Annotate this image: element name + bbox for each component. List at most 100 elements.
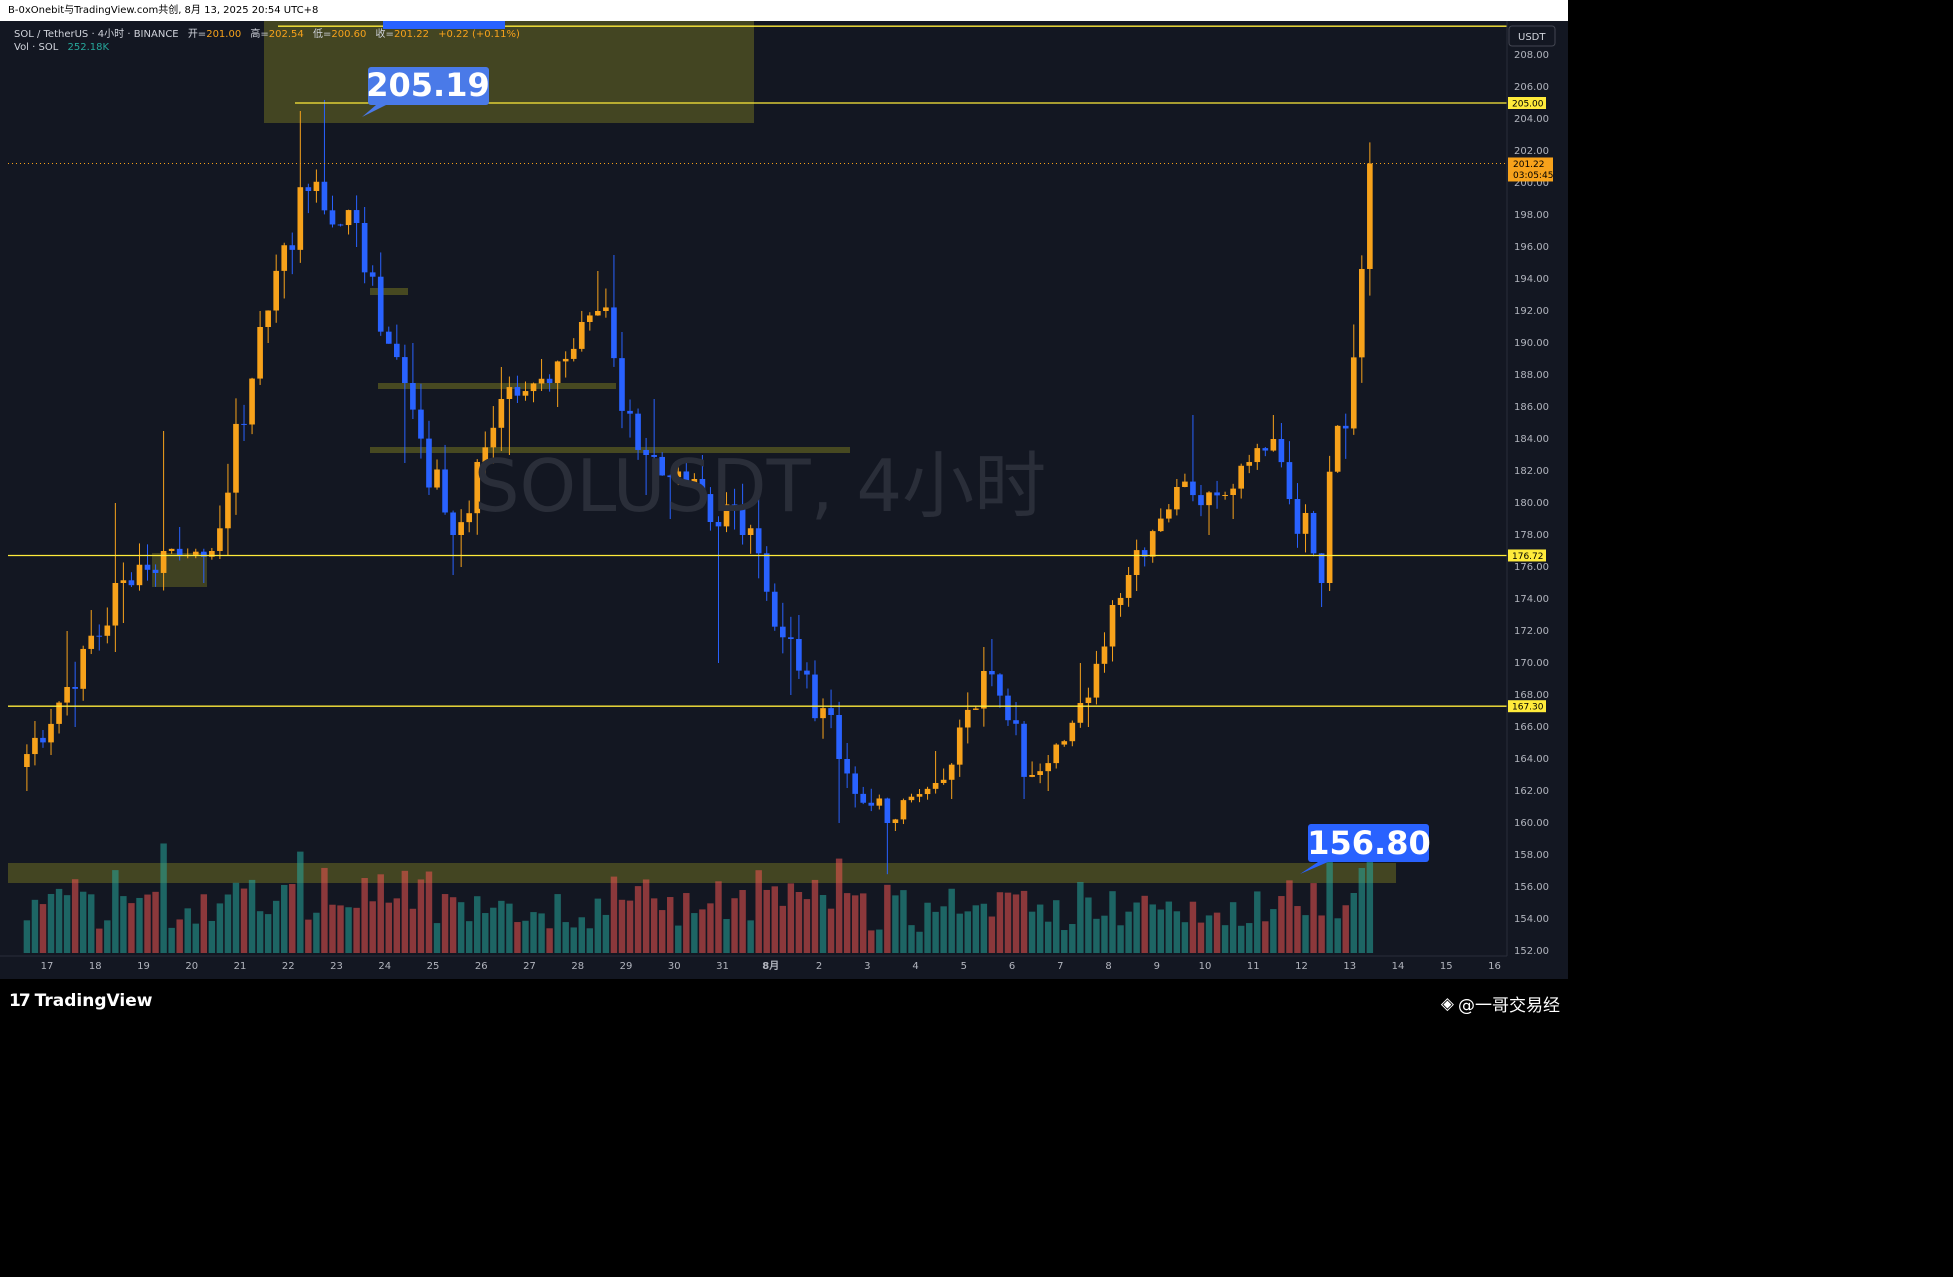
candle-body (1254, 448, 1261, 463)
time-tick-label: 8月 (762, 960, 779, 972)
price-chart[interactable]: SOLUSDT, 4小时 SOL / TetherUS · 4小时 · BINA… (0, 21, 1568, 979)
volume-bar (128, 903, 135, 953)
candle-body (989, 671, 995, 675)
volume-bar (1053, 900, 1060, 953)
candle-body (241, 423, 247, 425)
highlight-zone (264, 21, 754, 123)
highlight-zone (8, 863, 1396, 883)
volume-bar (1237, 925, 1245, 953)
time-tick-label: 16 (1488, 961, 1501, 972)
candle-body (1109, 604, 1116, 647)
currency-button[interactable] (1508, 25, 1556, 47)
legend-close-label: 收= (376, 27, 394, 40)
legend-low: 200.60 (331, 29, 366, 40)
candle-body (265, 310, 271, 327)
volume-bar (465, 921, 473, 953)
volume-bar (1036, 904, 1044, 953)
candle-body (1334, 425, 1341, 472)
volume-bar (1085, 897, 1092, 953)
price-tick-label: 198.00 (1514, 210, 1549, 221)
time-tick-label: 6 (1009, 961, 1015, 972)
candle-body (506, 387, 513, 399)
price-tick-label: 208.00 (1514, 50, 1549, 61)
candle-body (1246, 462, 1253, 466)
volume-bar (1229, 902, 1237, 953)
volume-bar (779, 905, 787, 953)
volume-bar (369, 901, 376, 953)
candle-body (932, 783, 939, 789)
volume-bar (112, 870, 119, 953)
volume-bar (980, 903, 988, 953)
candle-body (1262, 448, 1269, 451)
volume-bar (433, 923, 441, 953)
candle-body (1310, 512, 1317, 554)
tag-167-bg (1508, 700, 1546, 713)
candle-body (482, 447, 489, 462)
time-tick-label: 21 (234, 961, 247, 972)
candle-body (643, 449, 649, 455)
volume-bar (393, 898, 401, 953)
candle-body (900, 800, 907, 820)
time-axis[interactable] (0, 956, 1507, 979)
candle-body (603, 307, 609, 311)
price-tick-label: 154.00 (1514, 914, 1549, 925)
price-tick-label: 188.00 (1514, 370, 1549, 381)
candle-body (80, 648, 87, 689)
volume-bar (594, 898, 602, 953)
tradingview-brand[interactable]: 17 TradingView (9, 991, 152, 1011)
candle-body (329, 210, 336, 225)
volume-bar (739, 890, 746, 953)
candle-body (659, 456, 666, 476)
volume-bar (626, 900, 634, 953)
volume-bar (1294, 906, 1301, 953)
volume-bar (1270, 909, 1277, 953)
volume-bar (908, 925, 915, 953)
candle-body (1117, 597, 1124, 605)
candle-body (1190, 481, 1196, 496)
levels-layer (8, 25, 1507, 707)
volume-bar (996, 892, 1004, 953)
volume-bar (313, 912, 320, 953)
volume-bar (1326, 855, 1333, 953)
high-callout[interactable]: 205.19 (362, 66, 490, 117)
candle-body (176, 548, 183, 557)
candle-body (892, 819, 899, 823)
candle-body (1125, 575, 1132, 598)
volume-bar (192, 923, 199, 953)
candle-body (981, 671, 987, 709)
candle-body (546, 378, 553, 383)
volume-bar (160, 843, 167, 953)
volume-bar (1181, 922, 1189, 953)
volume-bar (811, 879, 819, 953)
candle-body (683, 471, 690, 483)
legend-high: 202.54 (269, 29, 304, 40)
candle-body (1230, 488, 1236, 495)
volume-bar (176, 919, 183, 953)
volume-bar (868, 930, 875, 953)
candle-body (723, 504, 730, 527)
volume-bar (916, 931, 923, 953)
candle-body (908, 796, 915, 801)
candle-body (136, 564, 143, 586)
low-callout[interactable]: 156.80 (1300, 824, 1431, 874)
price-tick-label: 196.00 (1514, 242, 1549, 253)
volume-bar (168, 927, 175, 953)
price-axis-ticks: 152.00 154.00 156.00 158.00 160.00 162.00 164.… (1514, 50, 1549, 957)
volume-bar (1342, 905, 1349, 953)
legend-symbol: SOL / TetherUS · 4小时 · BINANCE (14, 28, 179, 40)
candle-body (707, 494, 714, 523)
volume-bar (610, 876, 618, 953)
candle-body (611, 307, 617, 359)
volume-bar (1141, 895, 1148, 953)
candle-body (1182, 481, 1188, 487)
volume-bar (1165, 901, 1173, 953)
volume-bar (819, 895, 827, 953)
candle-body (731, 504, 738, 508)
time-tick-label: 29 (620, 961, 633, 972)
time-tick-label: 27 (523, 961, 536, 972)
price-tick-label: 170.00 (1514, 658, 1549, 669)
volume-bar (1366, 855, 1374, 953)
volume-bar (787, 883, 795, 953)
legend-volume-row: Vol · SOL 252.18K (14, 42, 109, 53)
time-tick-label: 22 (282, 961, 295, 972)
